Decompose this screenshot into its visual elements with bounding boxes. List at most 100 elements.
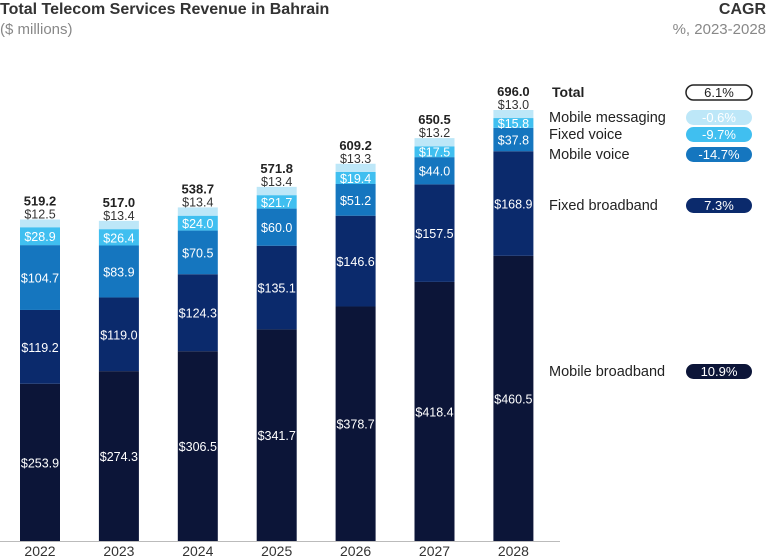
total-label: 519.2	[24, 193, 57, 208]
total-label: 609.2	[339, 138, 372, 153]
bar-segment	[98, 297, 139, 372]
data-label: $418.4	[415, 405, 453, 419]
total-label: 517.0	[103, 195, 136, 210]
bar-segment	[20, 245, 60, 310]
legend-cagr-value: -0.6%	[702, 110, 736, 125]
total-label: 538.7	[182, 181, 215, 196]
bar-segment	[335, 171, 376, 185]
bar-segment	[414, 184, 455, 282]
data-label: $15.8	[498, 117, 529, 131]
bar-segment	[493, 127, 534, 152]
chart-subtitle: ($ millions)	[0, 21, 73, 38]
data-label: $70.5	[182, 246, 213, 260]
legend-label: Total	[552, 84, 584, 100]
legend-label: Mobile broadband	[549, 364, 665, 380]
data-label: $12.5	[24, 207, 55, 221]
legend-cagr-value: -14.7%	[698, 147, 740, 162]
bar-segment	[177, 215, 218, 231]
bar-segment	[20, 383, 60, 541]
data-label: $119.0	[100, 328, 137, 342]
data-label: $124.3	[179, 307, 217, 321]
data-label: $119.2	[21, 341, 58, 355]
legend-label: Fixed voice	[549, 127, 622, 143]
bar-segment	[20, 227, 60, 246]
data-label: $378.7	[336, 418, 374, 432]
data-label: $135.1	[258, 282, 296, 296]
data-label: $341.7	[258, 429, 296, 443]
data-label: $51.2	[340, 194, 371, 208]
bar-segment	[256, 245, 297, 330]
data-label: $13.2	[419, 126, 450, 140]
legend-cagr-pill	[686, 147, 752, 162]
bar-segment	[493, 151, 534, 256]
legend-cagr-value: 7.3%	[704, 198, 734, 213]
legend-label: Mobile messaging	[549, 110, 666, 126]
data-label: $168.9	[494, 198, 532, 212]
cagr-subtitle: %, 2023-2028	[672, 21, 766, 38]
data-label: $146.6	[336, 255, 374, 269]
bar-segment	[414, 146, 455, 158]
data-label: $21.7	[261, 196, 292, 210]
legend-cagr-pill	[686, 127, 752, 142]
legend-cagr-value: 6.1%	[704, 85, 734, 100]
bar-segment	[335, 306, 376, 541]
data-label: $460.5	[494, 392, 532, 406]
legend-cagr-pill	[685, 84, 753, 101]
data-label: $13.4	[182, 195, 213, 209]
chart-title: Total Telecom Services Revenue in Bahrai…	[0, 1, 330, 18]
data-label: $157.5	[415, 227, 453, 241]
data-label: $19.4	[340, 172, 371, 186]
data-label: $83.9	[103, 265, 134, 279]
total-label: 571.8	[260, 161, 293, 176]
legend-cagr-pill	[686, 198, 752, 213]
data-label: $60.0	[261, 221, 292, 235]
bar-segment	[493, 110, 534, 119]
bar-segment	[98, 220, 139, 230]
bar-segment	[177, 351, 218, 541]
legend-label: Mobile voice	[549, 147, 630, 163]
data-label: $24.0	[182, 217, 213, 231]
x-tick-label: 2025	[261, 543, 292, 559]
x-tick-label: 2028	[498, 543, 529, 559]
bar-segment	[20, 219, 60, 228]
bar-segment	[414, 157, 455, 185]
data-label: $13.4	[261, 175, 292, 189]
data-label: $44.0	[419, 165, 450, 179]
total-label: 650.5	[418, 112, 451, 127]
bar-segment	[177, 230, 218, 275]
legend-label: Fixed broadband	[549, 198, 658, 214]
bar-segment	[177, 274, 218, 352]
bar-segment	[335, 163, 376, 172]
bar-segment	[20, 309, 60, 384]
bar-segment	[414, 138, 455, 147]
bar-segment	[98, 229, 139, 246]
data-label: $37.8	[498, 134, 529, 148]
bar-segment	[177, 207, 218, 216]
x-tick-label: 2027	[419, 543, 450, 559]
bar-segment	[335, 184, 376, 216]
data-label: $13.3	[340, 152, 371, 166]
data-label: $13.0	[498, 98, 529, 112]
cagr-title: CAGR	[718, 1, 766, 18]
bar-segment	[335, 215, 376, 307]
bar-segment	[98, 371, 139, 541]
legend-cagr-value: -9.7%	[702, 127, 736, 142]
data-label: $274.3	[100, 450, 138, 464]
bar-segment	[256, 329, 297, 541]
legend-cagr-pill	[686, 364, 752, 379]
data-label: $17.5	[419, 146, 450, 160]
data-label: $28.9	[24, 230, 55, 244]
total-label: 696.0	[497, 84, 530, 99]
bar-segment	[414, 281, 455, 541]
bar-segment	[256, 195, 297, 209]
bar-segment	[256, 208, 297, 246]
x-tick-label: 2026	[340, 543, 371, 559]
bar-segment	[256, 186, 297, 196]
bar-segment	[493, 255, 534, 541]
data-label: $253.9	[21, 456, 59, 470]
legend-cagr-pill	[686, 110, 752, 125]
data-label: $13.4	[103, 209, 134, 223]
bar-segment	[98, 245, 139, 298]
data-label: $306.5	[179, 440, 217, 454]
